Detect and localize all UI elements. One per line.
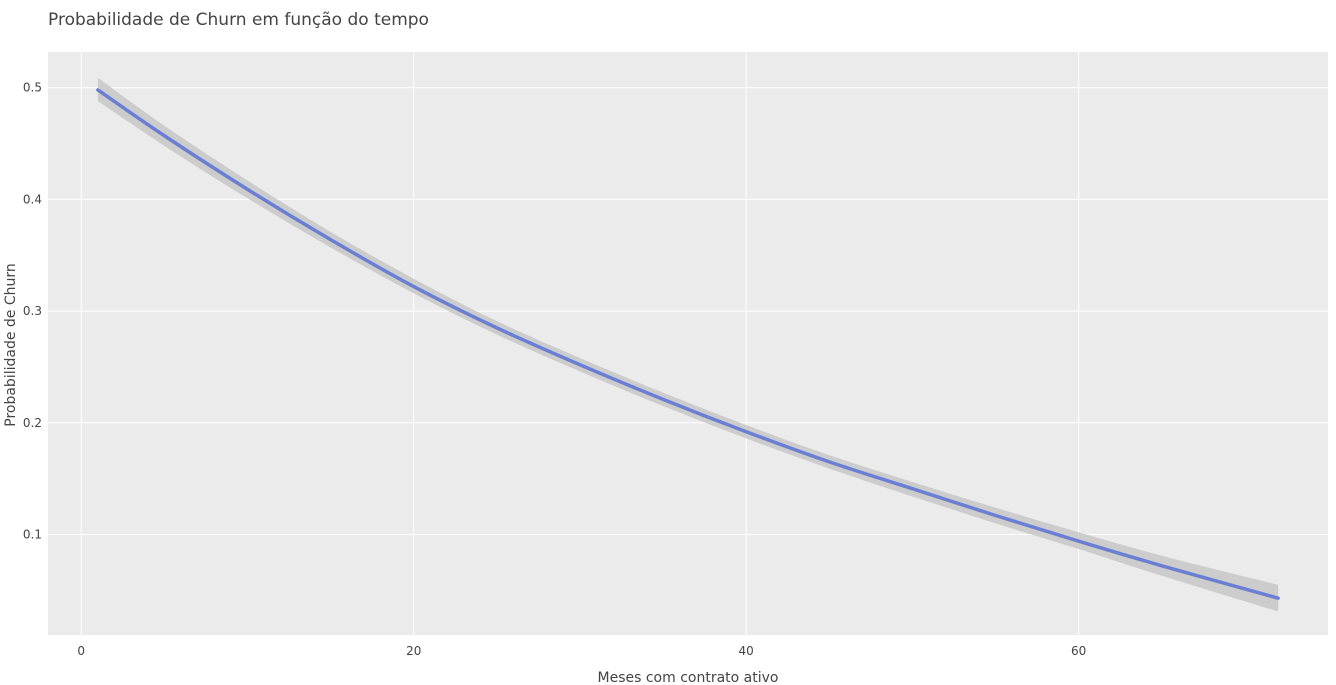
y-tick-label: 0.1	[23, 527, 42, 541]
x-axis-ticks: 0 20 40 60	[77, 644, 1086, 658]
y-tick-label: 0.5	[23, 81, 42, 95]
y-axis-title: Probabilidade de Churn	[3, 263, 19, 427]
plot-panel	[48, 52, 1328, 635]
series-line	[96, 88, 1280, 600]
x-tick-label: 20	[406, 644, 421, 658]
y-tick-label: 0.2	[23, 416, 42, 430]
grid-lines	[48, 52, 1328, 635]
y-axis-ticks: 0.1 0.2 0.3 0.4 0.5	[23, 81, 42, 542]
x-tick-label: 40	[739, 644, 754, 658]
x-tick-label: 0	[77, 644, 85, 658]
y-tick-label: 0.3	[23, 304, 42, 318]
confidence-ribbon	[97, 77, 1279, 612]
y-tick-label: 0.4	[23, 192, 42, 206]
chart-title: Probabilidade de Churn em função do temp…	[48, 10, 429, 30]
x-axis-title: Meses com contrato ativo	[598, 670, 779, 685]
x-tick-label: 60	[1071, 644, 1086, 658]
